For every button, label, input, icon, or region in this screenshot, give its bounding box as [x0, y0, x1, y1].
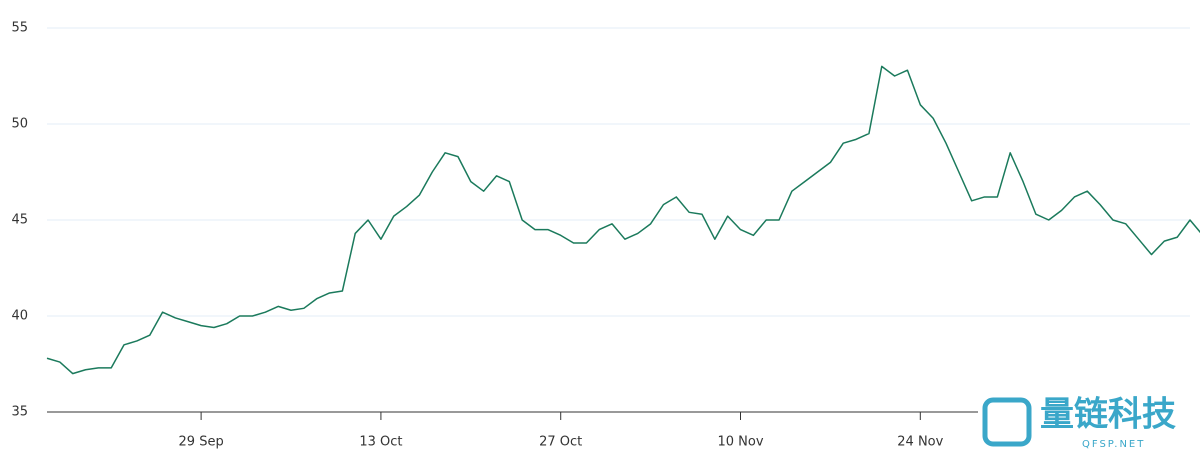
x-tick-label: 13 Oct	[359, 435, 402, 450]
y-tick-label: 55	[11, 21, 28, 36]
x-tick-label: 10 Nov	[717, 435, 763, 450]
x-tick-label: 27 Oct	[539, 435, 582, 450]
y-tick-label: 50	[11, 117, 28, 132]
x-tick-label: 29 Sep	[179, 435, 224, 450]
watermark-logo	[982, 397, 1032, 447]
watermark-subtitle: QFSP.NET	[1082, 439, 1145, 450]
watermark-title: 量链科技	[1040, 395, 1176, 435]
y-tick-label: 40	[11, 309, 28, 324]
x-tick-label: 24 Nov	[897, 435, 943, 450]
watermark: 量链科技 QFSP.NET	[978, 390, 1200, 455]
y-tick-label: 35	[11, 405, 28, 420]
y-tick-label: 45	[11, 213, 28, 228]
line-series	[46, 65, 1200, 375]
